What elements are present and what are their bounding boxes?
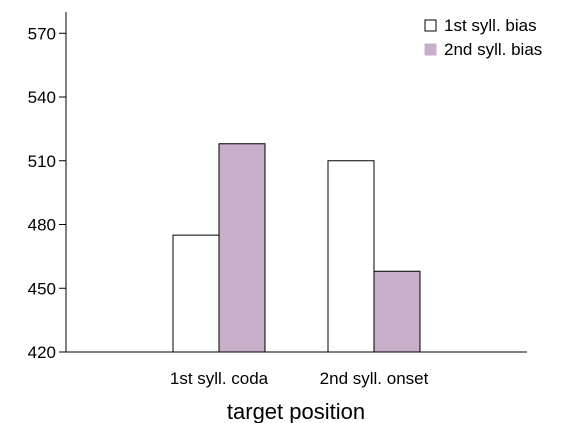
- bar: [172, 234, 220, 353]
- legend: 1st syll. bias 2nd syll. bias: [424, 16, 542, 59]
- y-tick-label: 420: [28, 343, 56, 362]
- x-category-label: 2nd syll. onset: [320, 369, 429, 388]
- legend-swatch: [424, 19, 437, 32]
- legend-label: 2nd syll. bias: [444, 40, 542, 59]
- bar: [373, 270, 421, 353]
- legend-label: 1st syll. bias: [444, 16, 537, 35]
- y-tick-label: 480: [28, 216, 56, 235]
- y-tick-label: 510: [28, 152, 56, 171]
- axes: [65, 12, 527, 353]
- y-tick-label: 450: [28, 279, 56, 298]
- x-axis-title: target position: [227, 399, 365, 423]
- bars: [172, 143, 421, 353]
- legend-swatch: [424, 43, 437, 56]
- y-tick-label: 570: [28, 24, 56, 43]
- x-category-label: 1st syll. coda: [170, 369, 269, 388]
- category-labels: 1st syll. coda 2nd syll. onset: [170, 369, 429, 388]
- y-ticks: 420 450 480 510 540 570: [28, 24, 66, 362]
- y-tick-label: 540: [28, 88, 56, 107]
- bar: [218, 143, 266, 353]
- bar: [327, 160, 375, 353]
